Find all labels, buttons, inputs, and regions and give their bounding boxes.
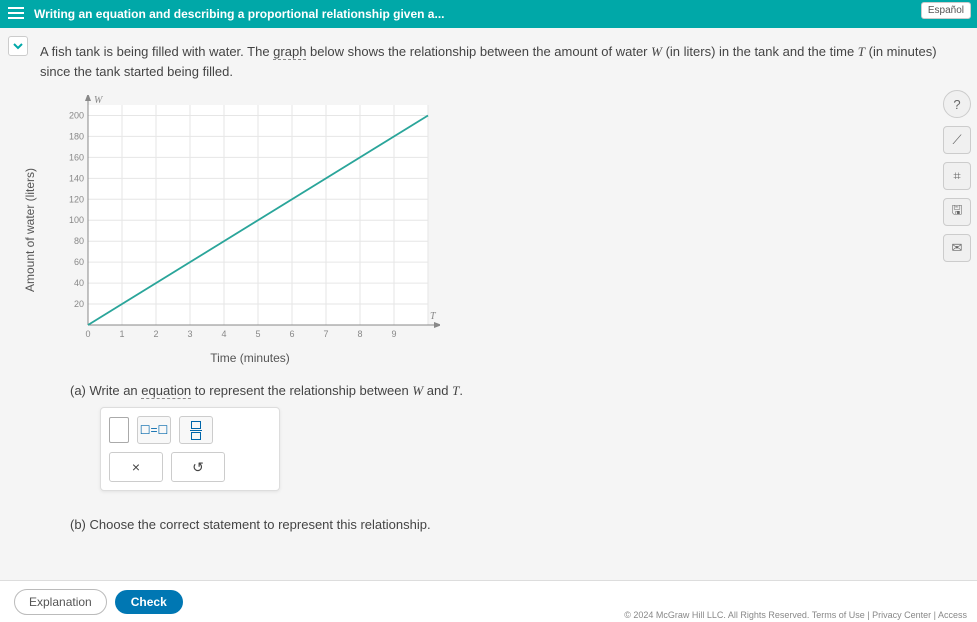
text: (a) Write an <box>70 383 141 398</box>
svg-text:40: 40 <box>74 278 84 288</box>
var-w: W <box>412 383 423 398</box>
mail-icon[interactable]: ✉ <box>943 234 971 262</box>
svg-text:120: 120 <box>69 194 84 204</box>
problem-statement: A fish tank is being filled with water. … <box>40 42 957 81</box>
calculator-icon[interactable]: ⌗ <box>943 162 971 190</box>
svg-text:20: 20 <box>74 299 84 309</box>
term-graph[interactable]: graph <box>273 44 306 60</box>
svg-text:140: 140 <box>69 173 84 183</box>
equation-input-slot[interactable] <box>109 417 129 443</box>
var-t: T <box>858 44 865 59</box>
svg-text:0: 0 <box>85 329 90 339</box>
text: . <box>459 383 463 398</box>
svg-text:100: 100 <box>69 215 84 225</box>
explanation-button[interactable]: Explanation <box>14 589 107 615</box>
svg-text:W: W <box>94 95 104 106</box>
menu-icon[interactable] <box>8 7 24 22</box>
svg-text:200: 200 <box>69 110 84 120</box>
svg-text:8: 8 <box>357 329 362 339</box>
save-icon[interactable]: 🖫 <box>943 198 971 226</box>
footer-bar: Explanation Check © 2024 McGraw Hill LLC… <box>0 580 977 622</box>
svg-text:1: 1 <box>119 329 124 339</box>
svg-text:180: 180 <box>69 131 84 141</box>
svg-text:4: 4 <box>221 329 226 339</box>
line-chart: 0 1 2 3 4 5 6 7 8 9 20 40 60 80 100 120 140 160 180 200 W T <box>40 95 440 345</box>
svg-text:6: 6 <box>289 329 294 339</box>
svg-text:60: 60 <box>74 257 84 267</box>
tool-equals[interactable]: ☐=☐ <box>137 416 171 444</box>
text: below shows the relationship between the… <box>306 44 651 59</box>
svg-text:7: 7 <box>323 329 328 339</box>
svg-text:9: 9 <box>391 329 396 339</box>
clear-button[interactable]: × <box>109 452 163 482</box>
text: and <box>423 383 452 398</box>
text: to represent the relationship between <box>191 383 412 398</box>
text: (in liters) in the tank and the time <box>662 44 858 59</box>
ruler-icon[interactable]: ⟋ <box>943 126 971 154</box>
svg-text:T: T <box>430 311 437 322</box>
page-title: Writing an equation and describing a pro… <box>34 7 444 21</box>
equation-editor: ☐=☐ × ↺ <box>100 407 280 491</box>
svg-text:2: 2 <box>153 329 158 339</box>
reset-button[interactable]: ↺ <box>171 452 225 482</box>
text: A fish tank is being filled with water. … <box>40 44 273 59</box>
tool-fraction[interactable] <box>179 416 213 444</box>
part-b-prompt: (b) Choose the correct statement to repr… <box>70 517 957 532</box>
top-bar: Writing an equation and describing a pro… <box>0 0 977 28</box>
term-equation[interactable]: equation <box>141 383 191 399</box>
side-toolbar: ? ⟋ ⌗ 🖫 ✉ <box>943 90 971 262</box>
copyright-text: © 2024 McGraw Hill LLC. All Rights Reser… <box>624 610 967 620</box>
part-a-prompt: (a) Write an equation to represent the r… <box>70 383 957 399</box>
content-area: A fish tank is being filled with water. … <box>0 28 977 580</box>
check-button[interactable]: Check <box>115 590 183 614</box>
chart-container: Amount of water (liters) 012345678920406… <box>40 95 957 365</box>
svg-text:3: 3 <box>187 329 192 339</box>
text: since the tank started being filled. <box>40 64 233 79</box>
svg-text:160: 160 <box>69 152 84 162</box>
var-w: W <box>651 44 662 59</box>
language-button[interactable]: Español <box>921 2 971 19</box>
x-axis-label: Time (minutes) <box>80 351 420 365</box>
y-axis-label: Amount of water (liters) <box>23 168 37 292</box>
help-icon[interactable]: ? <box>943 90 971 118</box>
svg-text:5: 5 <box>255 329 260 339</box>
text: (in minutes) <box>865 44 937 59</box>
svg-text:80: 80 <box>74 236 84 246</box>
